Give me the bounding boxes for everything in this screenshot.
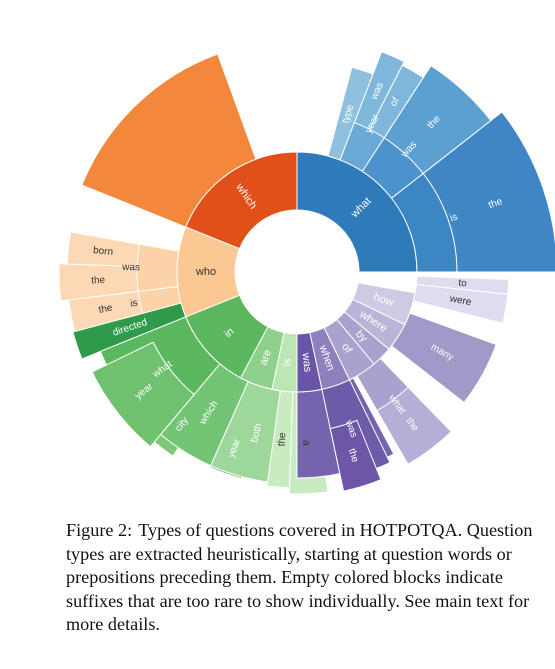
sunburst-center <box>235 210 359 334</box>
wedge-of-what-the <box>376 386 452 465</box>
label-was: was <box>299 351 313 373</box>
label-what-is: is <box>449 212 459 225</box>
wedge-which <box>81 53 257 228</box>
caption-text: Types of questions covered in HOTPOTQA. … <box>66 520 533 634</box>
label-is-the: the <box>276 432 288 447</box>
label-what-is-the: the <box>487 196 504 211</box>
label-who: who <box>195 266 216 278</box>
label-who-is-the: the <box>98 302 114 316</box>
wedge-what-year-of <box>368 64 425 139</box>
wedge-who-directed <box>72 302 187 360</box>
wedge-what-is-the <box>422 111 555 273</box>
caption-label: Figure 2: <box>66 520 133 540</box>
wedge-how-were <box>412 283 509 324</box>
label-is: is <box>281 357 294 367</box>
wedge-is-the <box>266 390 294 489</box>
wedge-what-was-the <box>383 64 492 175</box>
label-who-was-the: the <box>91 275 106 287</box>
label-how: how <box>372 291 395 309</box>
label-who-was: was <box>121 262 140 273</box>
label-who-is: is <box>129 298 138 310</box>
wedge-when-was-the <box>329 419 382 492</box>
wedge-in-what-year <box>91 341 195 448</box>
label-are: are <box>258 348 275 367</box>
label-how-were: were <box>448 293 473 308</box>
label-are-both: both <box>249 422 264 444</box>
wedge-who-is-the <box>68 290 144 333</box>
label-how-to: to <box>458 278 468 290</box>
wedge-who-was-born <box>66 231 141 267</box>
wedge-how-to <box>415 275 510 295</box>
label-is-a: a <box>300 440 311 447</box>
wedge-what-type <box>327 66 374 161</box>
label-who-was-born: born <box>93 245 114 258</box>
label-when-was-the: the <box>346 447 361 464</box>
figure-caption: Figure 2: Types of questions covered in H… <box>66 519 540 637</box>
sunburst-chart: what isthewastheyearwasoftypewhichwhowast… <box>58 51 555 495</box>
